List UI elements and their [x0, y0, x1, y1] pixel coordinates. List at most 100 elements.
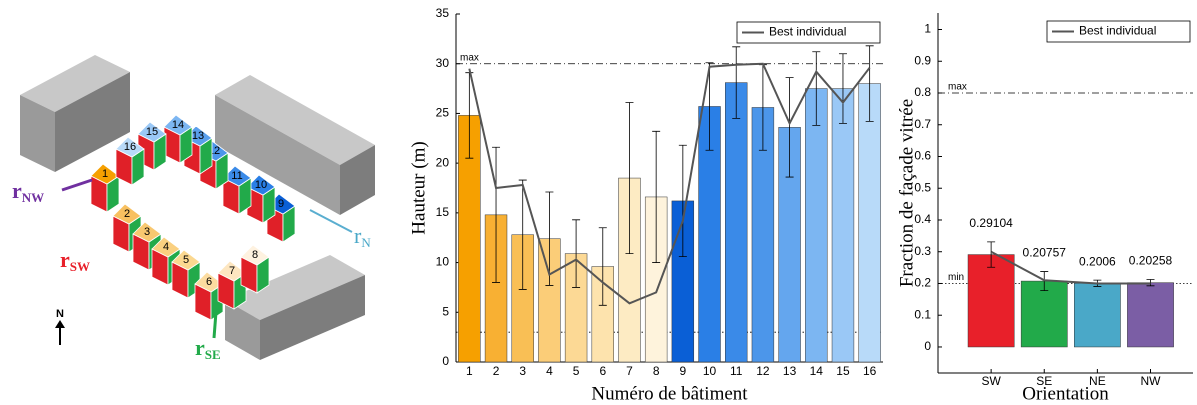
building-label: 6	[206, 276, 212, 288]
x-axis-label: Numéro de bâtiment	[591, 383, 748, 404]
y-tick-label: 0.9	[914, 53, 931, 67]
y-tick-label: 0.6	[914, 149, 931, 163]
error-bar	[732, 46, 741, 119]
error-bar	[652, 130, 661, 263]
x-tick-label: 9	[680, 364, 687, 378]
label-sub: N	[361, 235, 371, 250]
bar	[1020, 280, 1068, 348]
error-bar	[545, 191, 554, 286]
value-label: 0.20757	[1023, 246, 1067, 260]
x-tick-label: 10	[703, 364, 717, 378]
x-tick-label: 1	[466, 364, 473, 378]
y-tick-label: 0.4	[914, 212, 931, 226]
building-label: 13	[192, 130, 204, 142]
block-side	[260, 275, 365, 360]
building-top	[115, 136, 145, 158]
pointer	[212, 311, 218, 339]
y-axis-label: Fraction de façade vitrée	[896, 99, 917, 287]
y-tick-label: 0	[442, 354, 449, 368]
bar	[1074, 283, 1121, 348]
building-label: 3	[144, 226, 150, 238]
x-tick-label: NE	[1089, 374, 1106, 388]
building-label: 5	[183, 254, 189, 266]
error-bar	[987, 241, 996, 268]
building-label: 14	[172, 119, 184, 131]
block-side	[55, 72, 130, 172]
x-tick-label: 5	[573, 364, 580, 378]
y-tick-label: 0.1	[914, 307, 931, 321]
building-top	[151, 236, 181, 258]
block-top	[20, 55, 130, 112]
y-tick-label: 10	[436, 255, 450, 269]
building-label: 8	[252, 249, 258, 261]
x-tick-label: 6	[599, 364, 606, 378]
building-label: 15	[146, 126, 158, 138]
y-tick-label: 0.7	[914, 117, 931, 131]
label-main: r	[60, 247, 70, 272]
bar	[1127, 282, 1174, 348]
value-label: 0.29104	[969, 216, 1013, 230]
y-tick-label: 20	[436, 155, 450, 169]
building-top	[171, 249, 201, 271]
bar	[805, 88, 828, 363]
building-top	[132, 221, 162, 243]
bar	[831, 88, 855, 363]
label-sub: NW	[22, 190, 44, 205]
building-top	[137, 121, 167, 143]
legend-label: Best individual	[1079, 24, 1156, 38]
pointer	[309, 209, 353, 233]
label-main: r	[12, 178, 22, 203]
block-top	[215, 75, 375, 165]
diagram-label: rSE	[195, 335, 221, 362]
y-tick-label: 0.2	[914, 276, 931, 290]
label-main: r	[354, 223, 362, 248]
reference-label: max	[948, 82, 967, 93]
building-label: 7	[229, 265, 235, 277]
error-bar	[838, 53, 847, 124]
x-tick-label: 4	[546, 364, 553, 378]
x-tick-label: 13	[783, 364, 797, 378]
x-axis-label: Orientation	[1022, 383, 1109, 404]
x-tick-label: 8	[653, 364, 660, 378]
bar	[858, 83, 881, 363]
y-tick-label: 25	[436, 106, 450, 120]
x-tick-label: 16	[863, 364, 877, 378]
diagram-label: rNW	[12, 178, 44, 205]
diagram-label: rN	[354, 223, 371, 250]
x-tick-label: 12	[756, 364, 770, 378]
building-label: 11	[231, 170, 242, 182]
x-tick-label: 14	[810, 364, 824, 378]
diagram-label: rSW	[60, 247, 90, 274]
x-tick-label: 7	[626, 364, 633, 378]
y-tick-label: 0.5	[914, 180, 931, 194]
north-label: N	[56, 308, 64, 320]
block-top	[225, 255, 365, 320]
error-bar	[785, 77, 794, 178]
label-main: r	[195, 335, 205, 360]
line-series	[990, 250, 1151, 285]
north-arrow-head	[55, 320, 65, 328]
bar	[725, 82, 748, 363]
y-axis-label: Hauteur (m)	[408, 141, 429, 234]
legend-box	[1046, 20, 1191, 43]
x-tick-label: NW	[1141, 374, 1162, 388]
y-tick-label: 30	[436, 56, 450, 70]
y-tick-label: 0.3	[914, 244, 931, 258]
reference-label: min	[948, 272, 964, 283]
y-tick-label: 0	[924, 339, 931, 353]
reference-label: max	[460, 52, 479, 63]
error-bar	[572, 219, 581, 288]
label-sub: SW	[70, 259, 90, 274]
building-top	[240, 244, 270, 266]
label-sub: SE	[205, 347, 221, 362]
error-bar	[492, 146, 501, 283]
x-tick-label: 3	[519, 364, 526, 378]
x-tick-label: 2	[493, 364, 500, 378]
block-side	[215, 95, 340, 215]
building-label: 9	[278, 198, 284, 210]
error-bar	[678, 144, 687, 258]
error-bar	[812, 51, 821, 126]
block-side	[340, 145, 375, 215]
